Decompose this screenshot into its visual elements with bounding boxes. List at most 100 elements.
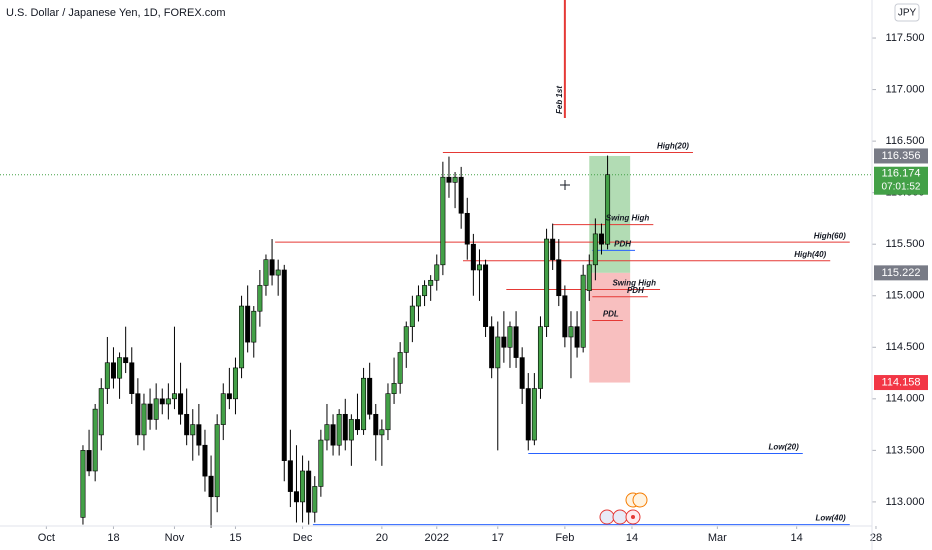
candle-body: [409, 305, 415, 327]
y-tick-label: 117.500: [886, 32, 925, 44]
candle-body: [293, 491, 299, 503]
x-tick-label: 20: [376, 532, 388, 544]
candle-body: [446, 176, 452, 183]
candle-body: [123, 357, 129, 364]
candle-body: [586, 264, 592, 291]
candle-body: [232, 367, 238, 400]
x-tick-label: Feb: [555, 532, 574, 544]
candle-body: [257, 285, 263, 312]
candle-body: [245, 305, 251, 343]
candle-body: [428, 279, 434, 286]
candle-body: [104, 362, 110, 389]
candle-body: [318, 439, 324, 487]
candle-body: [239, 305, 245, 369]
y-tick-label: 115.000: [886, 290, 925, 302]
candle-body: [562, 295, 568, 338]
candle-body: [391, 383, 397, 394]
candle-body: [306, 470, 312, 513]
candle-body: [178, 393, 184, 415]
x-tick-label: Oct: [38, 532, 55, 544]
currency-label[interactable]: JPY: [898, 8, 917, 19]
candle-body: [568, 326, 574, 338]
candle-body: [202, 444, 208, 477]
level-label: High(20): [657, 142, 689, 151]
candle-body: [196, 424, 202, 446]
candle-body: [281, 269, 287, 461]
level-label: PDL: [603, 310, 619, 319]
target-price-label-box: [874, 148, 928, 164]
candle-body: [330, 424, 336, 446]
front-layer: 113.000 113.500 114.000 114.500 115.000 115.5…: [38, 32, 928, 544]
candle-body: [208, 475, 214, 498]
x-tick-label: Mar: [708, 532, 727, 544]
candle-body: [397, 352, 403, 384]
candle-body: [531, 388, 537, 441]
x-tick-label: 28: [870, 532, 882, 544]
candle-body: [159, 398, 165, 405]
candle-body: [415, 295, 421, 307]
candle-body: [440, 176, 446, 266]
candle-body: [605, 174, 611, 245]
countdown-label: 07:01:52: [882, 181, 921, 192]
candle-body: [464, 212, 470, 245]
candle-body: [110, 362, 116, 379]
y-tick-label: 114.500: [886, 341, 925, 353]
candle-body: [598, 233, 604, 245]
candle-body: [452, 176, 458, 183]
candle-body: [525, 388, 531, 441]
candle-body: [336, 413, 342, 446]
currency-button[interactable]: [894, 3, 920, 22]
date-marker-label: Feb 1st: [555, 86, 564, 114]
candle-body: [342, 413, 348, 441]
candle-body: [92, 408, 98, 472]
candle-body: [171, 393, 177, 400]
candle-body: [367, 377, 373, 415]
x-tick-label: 17: [492, 532, 504, 544]
y-tick-label: 114.000: [886, 393, 925, 405]
candle-body: [476, 264, 482, 271]
candle-body: [434, 264, 440, 281]
x-tick-label: 18: [107, 532, 119, 544]
y-tick-label: 116.500: [886, 135, 925, 147]
x-tick-label: 2022: [425, 532, 449, 544]
candle-body: [129, 362, 135, 394]
candle-body: [458, 176, 464, 214]
candle-body: [513, 326, 519, 358]
candle-body: [190, 424, 196, 436]
x-tick-label: Nov: [165, 532, 185, 544]
candle-body: [269, 259, 275, 276]
candle-body: [403, 326, 409, 353]
candle-body: [165, 398, 171, 405]
level-label: Swing High: [612, 279, 656, 288]
candle-body: [373, 413, 379, 436]
candle-body: [544, 238, 550, 327]
candle-body: [141, 403, 147, 436]
y-tick-label: 113.000: [886, 496, 925, 508]
candle-body: [537, 326, 543, 389]
candle-body: [580, 274, 586, 348]
level-label: High(40): [794, 250, 826, 259]
level-label: Low(40): [816, 514, 847, 523]
candle-body: [86, 450, 92, 472]
candle-body: [153, 398, 159, 420]
candle-body: [324, 424, 330, 441]
candle-body: [422, 285, 428, 297]
candle-body: [519, 357, 525, 389]
entry-price-label-box: [874, 265, 928, 281]
mid-layer: Feb 1st: [80, 0, 850, 528]
x-tick-label: 14: [791, 532, 803, 544]
stop-price-label: 114.158: [882, 376, 921, 388]
target-price-label: 116.356: [882, 150, 921, 162]
candle-body: [348, 419, 354, 441]
level-label: PDH: [627, 286, 644, 295]
candle-body: [214, 424, 220, 498]
candle-body: [300, 470, 306, 503]
y-tick-label: 117.000: [886, 83, 925, 95]
candle-body: [226, 393, 232, 400]
crosshair-icon: [560, 180, 570, 190]
candle-body: [275, 269, 281, 276]
event-icons[interactable]: [599, 492, 648, 525]
candle-body: [495, 336, 501, 369]
